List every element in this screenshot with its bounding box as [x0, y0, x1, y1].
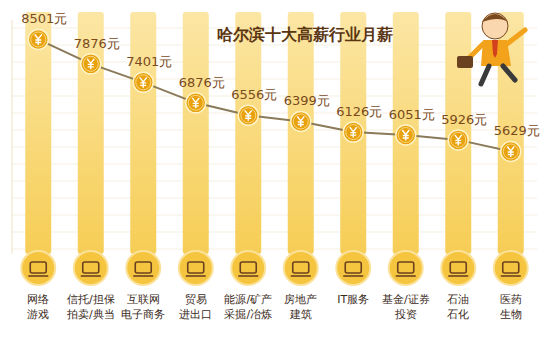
column-decor: [130, 12, 156, 254]
x-tick-label-line: 信托/担保: [67, 293, 115, 306]
x-tick-label: 能源/矿产采掘/冶炼: [224, 293, 272, 321]
x-tick-label: 房地产建筑: [284, 293, 317, 321]
x-tick-label-line: 电子商务: [121, 308, 165, 321]
column-decor: [25, 12, 51, 254]
category-icon: [179, 251, 213, 285]
x-tick-label-line: 投资: [394, 308, 417, 321]
column-decor: [393, 12, 419, 254]
data-label: 5926元: [441, 112, 487, 127]
column-decor: [183, 12, 209, 254]
data-label: 6126元: [336, 104, 382, 119]
data-label: 6399元: [284, 93, 330, 108]
x-tick-label-line: 游戏: [27, 308, 49, 321]
x-tick-label: 网络游戏: [27, 293, 49, 321]
data-label: 8501元: [21, 11, 67, 26]
chart-svg: 哈尔滨十大高薪行业月薪 8501元 7876元 7401元 6876元 6556元 6399…: [0, 0, 550, 352]
x-tick-label: 医药生物: [500, 293, 522, 321]
category-icon: [126, 251, 160, 285]
data-marker: [396, 125, 416, 145]
data-marker: [186, 93, 206, 113]
category-icon: [336, 251, 370, 285]
category-icon: [74, 251, 108, 285]
x-tick-label-line: 石油: [447, 293, 469, 306]
x-tick-label: 互联网电子商务: [121, 293, 165, 321]
data-marker: [81, 54, 101, 74]
plot-group: [28, 29, 521, 161]
data-label: 7876元: [74, 36, 120, 51]
category-icon: [21, 251, 55, 285]
category-icon: [284, 251, 318, 285]
x-tick-label-line: 医药: [500, 293, 522, 306]
x-tick-label: 基金/证券投资: [382, 293, 430, 321]
data-marker: [28, 29, 48, 49]
x-tick-label: 贸易进出口: [179, 293, 212, 321]
businessman-decor: [457, 13, 525, 84]
x-tick-label: 信托/担保拍卖/典当: [66, 293, 115, 321]
x-tick-label-line: 贸易: [185, 293, 207, 306]
data-marker: [448, 130, 468, 150]
x-tick-label-line: 采掘/冶炼: [224, 308, 272, 321]
x-tick-label-line: 生物: [500, 308, 522, 321]
data-label: 6051元: [389, 107, 435, 122]
category-icon: [231, 251, 265, 285]
category-icon: [389, 251, 423, 285]
x-tick-label-line: 石化: [447, 308, 469, 321]
x-tick-label-line: IT服务: [337, 293, 369, 306]
column-decor: [235, 12, 261, 254]
x-tick-label-line: 网络: [27, 293, 49, 306]
category-icon: [441, 251, 475, 285]
column-decor: [445, 12, 471, 254]
x-tick-label-line: 进出口: [179, 308, 212, 321]
data-marker: [343, 122, 363, 142]
x-tick-label-line: 房地产: [284, 293, 317, 306]
data-label: 7401元: [126, 54, 172, 69]
x-tick-label: IT服务: [337, 293, 369, 306]
data-marker: [291, 111, 311, 131]
data-marker: [238, 105, 258, 125]
data-marker: [501, 141, 521, 161]
column-decor: [288, 12, 314, 254]
x-tick-label-line: 互联网: [127, 293, 160, 306]
x-tick-label-line: 能源/矿产: [224, 293, 272, 306]
data-line: [38, 39, 511, 151]
x-tick-label: 石油石化: [447, 293, 469, 321]
title: 哈尔滨十大高薪行业月薪: [217, 25, 393, 44]
x-tick-label-line: 基金/证券: [382, 293, 430, 306]
column-decor: [340, 12, 366, 254]
x-tick-label-line: 拍卖/典当: [66, 308, 115, 321]
data-label: 5629元: [494, 123, 540, 138]
data-marker: [133, 72, 153, 92]
data-label: 6556元: [231, 87, 277, 102]
category-icon: [494, 251, 528, 285]
x-tick-label-line: 建筑: [289, 308, 312, 321]
data-label: 6876元: [179, 75, 225, 90]
y-axis-line: [12, 20, 13, 254]
chart-root: 哈尔滨十大高薪行业月薪 8501元 7876元 7401元 6876元 6556元 6399…: [0, 0, 550, 352]
